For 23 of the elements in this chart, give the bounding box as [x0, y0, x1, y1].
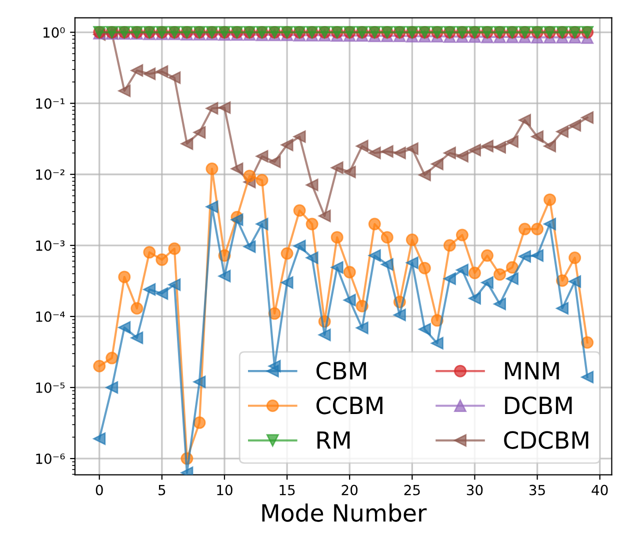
- x-tick-label: 15: [280, 484, 295, 496]
- legend-label: CDCBM: [504, 431, 588, 449]
- y-tick-label: 10⁻⁵: [36, 382, 65, 393]
- x-tick-label: 0: [96, 484, 103, 496]
- legend-label: CCBM: [316, 396, 382, 414]
- x-axis-title: Mode Number: [262, 504, 427, 522]
- x-tick-label: 30: [466, 484, 483, 496]
- legend-label: RM: [317, 431, 350, 449]
- legend-label: DCBM: [505, 396, 572, 414]
- x-tick-label: 40: [592, 484, 608, 496]
- x-tick-label: 35: [530, 484, 545, 496]
- y-tick-label: 10⁻⁶: [36, 454, 65, 464]
- legend-label: CBM: [316, 362, 366, 380]
- legend-label: MNM: [505, 362, 559, 380]
- y-tick-label: 10⁻⁴: [36, 311, 65, 322]
- y-tick-label: 10⁻²: [36, 169, 64, 180]
- y-tick-label: 10⁻¹: [36, 98, 64, 109]
- x-tick-label: 5: [158, 484, 166, 496]
- y-tick-label: 10⁰: [44, 27, 65, 38]
- x-tick-label: 10: [217, 484, 232, 496]
- y-tick-label: 10⁻³: [36, 240, 65, 251]
- x-tick-label: 20: [342, 484, 358, 496]
- x-tick-label: 25: [404, 484, 420, 496]
